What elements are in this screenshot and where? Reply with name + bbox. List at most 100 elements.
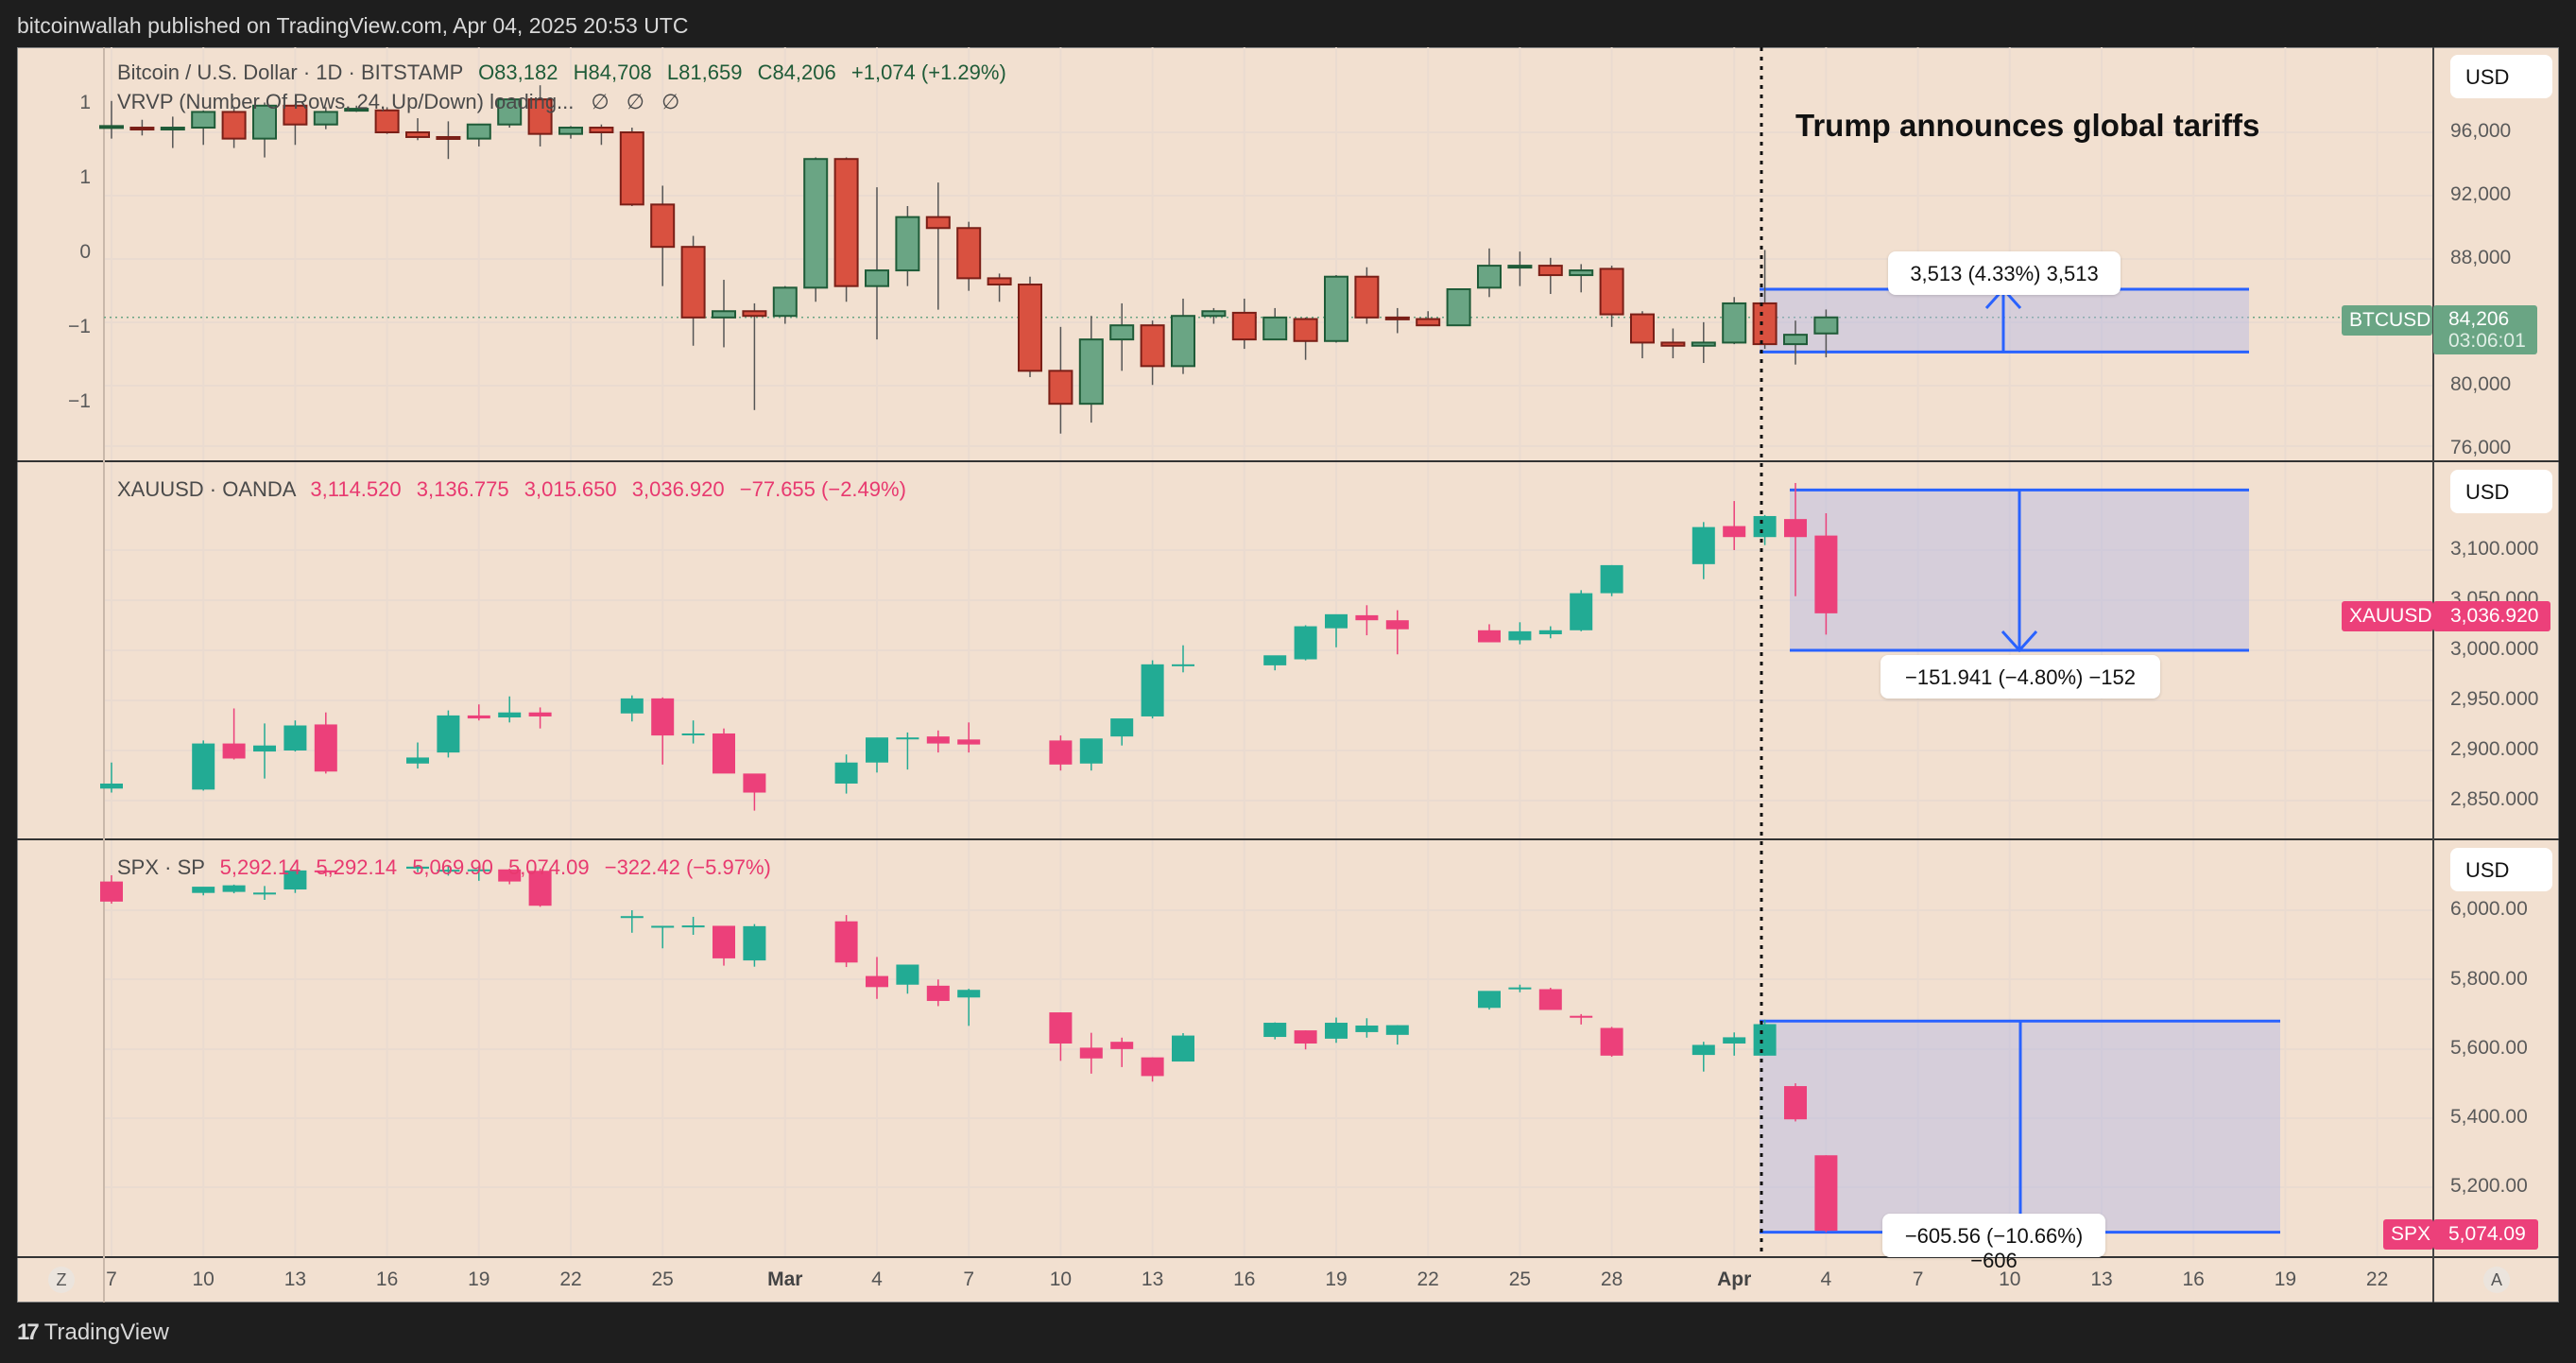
- candle-down: [651, 698, 675, 736]
- gold-legend: XAUUSD · OANDA 3,114.520 3,136.775 3,015…: [117, 477, 906, 502]
- spx-currency-button[interactable]: USD: [2450, 848, 2552, 891]
- candle-up: [192, 887, 215, 893]
- spx-measure-label[interactable]: −605.56 (−10.66%) −606: [1882, 1214, 2105, 1272]
- candle-down: [1294, 1030, 1317, 1044]
- candle-up: [1110, 718, 1134, 737]
- gold-price-tick: 3,000.000: [2450, 638, 2539, 660]
- candle-up: [192, 743, 215, 790]
- gold-price-tick: 2,900.000: [2450, 738, 2539, 760]
- candle-down: [283, 104, 308, 126]
- candle-up: [1722, 302, 1747, 344]
- candle-down: [742, 310, 767, 318]
- candle-up: [1262, 316, 1288, 341]
- gold-low: 3,015.650: [524, 477, 617, 501]
- spx-symbol-tag: SPX: [2383, 1219, 2433, 1250]
- candle-down: [1538, 989, 1562, 1010]
- candle-down: [926, 985, 950, 1001]
- btc-close: C84,206: [757, 60, 836, 84]
- candle-down: [925, 216, 951, 230]
- gold-price-tick: 2,850.000: [2450, 788, 2539, 810]
- candle-down: [1478, 630, 1501, 643]
- candle-down: [1752, 302, 1777, 346]
- gold-currency-button[interactable]: USD: [2450, 470, 2552, 513]
- candle-down: [1384, 316, 1410, 320]
- candle-up: [1324, 275, 1348, 342]
- candle-up: [437, 870, 460, 872]
- time-axis-tick: 25: [1508, 1268, 1532, 1290]
- candle-down: [527, 98, 553, 135]
- candle-up: [1600, 564, 1623, 594]
- candle-up: [466, 123, 491, 140]
- zoom-reset-button[interactable]: Z: [48, 1267, 75, 1293]
- btc-symbol[interactable]: Bitcoin / U.S. Dollar · 1D · BITSTAMP: [117, 60, 463, 84]
- time-axis-tick: 16: [2182, 1268, 2205, 1290]
- candle-up: [1078, 338, 1104, 405]
- candle-down: [1814, 535, 1838, 613]
- time-axis-tick: 19: [1325, 1268, 1348, 1290]
- candle-down: [1354, 275, 1380, 319]
- btc-currency-button[interactable]: USD: [2450, 55, 2552, 98]
- candle-up: [1507, 265, 1533, 269]
- candle-down: [1079, 1047, 1103, 1059]
- spx-price-tick: 5,400.00: [2450, 1106, 2528, 1128]
- time-axis-tick: 19: [2274, 1268, 2297, 1290]
- candle-down: [834, 921, 858, 963]
- tradingview-logo[interactable]: 17 TradingView: [17, 1320, 169, 1346]
- gold-open: 3,114.520: [310, 477, 402, 501]
- candle-down: [498, 869, 522, 882]
- btc-low: L81,659: [666, 60, 743, 84]
- candle-down: [1723, 526, 1746, 538]
- candle-up: [803, 158, 829, 289]
- candle-down: [1600, 1027, 1623, 1056]
- vrvp-indicator-legend[interactable]: VRVP (Number Of Rows, 24, Up/Down) loadi…: [117, 90, 685, 114]
- gold-close: 3,036.920: [631, 477, 725, 501]
- spx-last-price: 5,074.09: [2448, 1223, 2526, 1245]
- candle-down: [222, 743, 246, 759]
- candle-up: [99, 125, 124, 129]
- candle-up: [1783, 334, 1808, 346]
- time-axis-tick: Mar: [767, 1268, 803, 1290]
- spx-symbol[interactable]: SPX · SP: [117, 855, 205, 879]
- candle-down: [1385, 620, 1409, 630]
- candle-down: [1049, 740, 1073, 765]
- candle-down: [1630, 313, 1655, 344]
- btc-price-tick: 96,000: [2450, 120, 2512, 142]
- time-axis-tick: 19: [468, 1268, 490, 1290]
- candle-up: [283, 725, 307, 751]
- candle-up: [866, 737, 888, 763]
- tariff-annotation[interactable]: Trump announces global tariffs: [1795, 108, 2260, 143]
- candle-up: [283, 870, 307, 890]
- candle-up: [1325, 613, 1348, 629]
- candle-up: [1753, 515, 1777, 538]
- btc-last-price: 84,206: [2448, 308, 2510, 330]
- candle-down: [1048, 370, 1073, 405]
- gold-symbol[interactable]: XAUUSD · OANDA: [117, 477, 296, 501]
- candle-up: [1569, 269, 1594, 277]
- candle-up: [497, 98, 523, 126]
- candle-up: [1325, 1023, 1348, 1039]
- auto-scale-button[interactable]: A: [2483, 1267, 2510, 1293]
- candle-up: [743, 925, 766, 961]
- candle-down: [1140, 324, 1165, 368]
- candle-up: [1538, 630, 1562, 635]
- left-axis-tick: 0: [79, 241, 91, 263]
- time-axis-tick: 7: [1912, 1268, 1924, 1290]
- time-axis-tick: 28: [1600, 1268, 1623, 1290]
- candle-down: [956, 227, 982, 280]
- candle-up: [1294, 626, 1317, 660]
- btc-measure-label[interactable]: 3,513 (4.33%) 3,513: [1888, 251, 2121, 295]
- gold-measure-arrow-down-icon: [2001, 630, 2038, 653]
- candle-up: [1478, 991, 1501, 1009]
- gold-price-tick: 2,950.000: [2450, 688, 2539, 710]
- candle-up: [191, 111, 216, 129]
- tradingview-logo-text: TradingView: [43, 1320, 169, 1345]
- candle-up: [1813, 316, 1839, 335]
- vrvp-values: ∅ ∅ ∅: [591, 90, 686, 113]
- candle-up: [681, 925, 705, 928]
- candle-up: [1263, 655, 1287, 665]
- candle-down: [1416, 318, 1441, 327]
- candle-up: [620, 916, 644, 919]
- candle-down: [680, 246, 706, 319]
- gold-measure-label[interactable]: −151.941 (−4.80%) −152: [1880, 655, 2160, 699]
